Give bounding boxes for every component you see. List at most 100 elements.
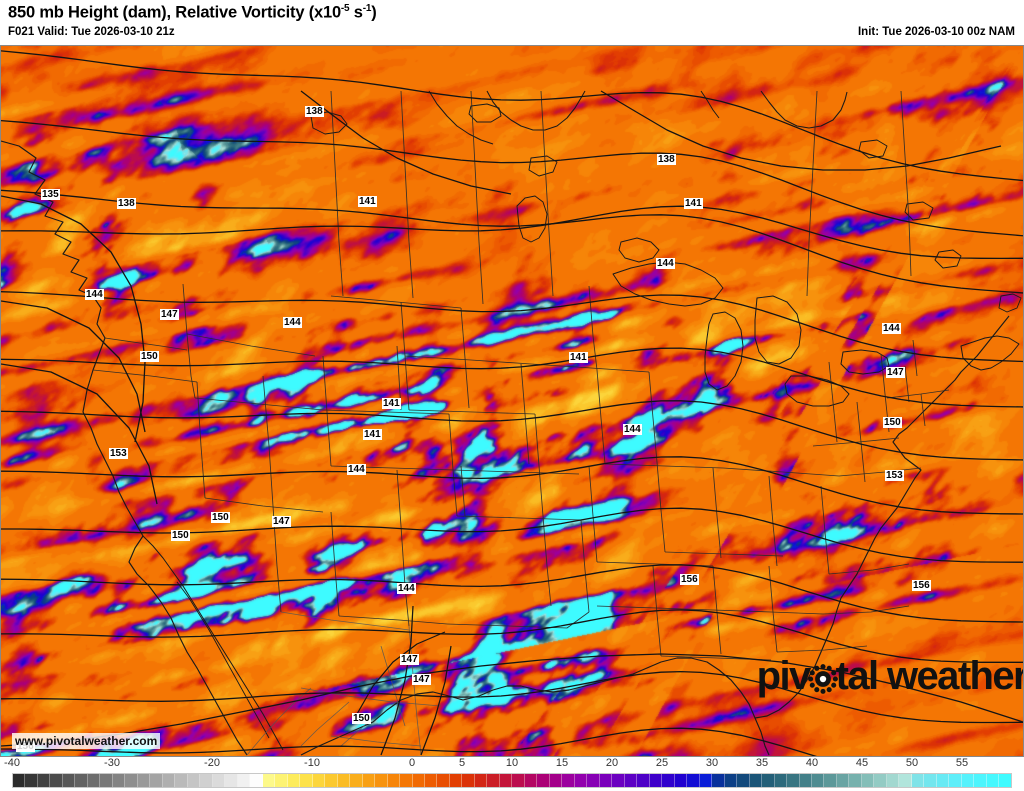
map-line xyxy=(760,90,848,129)
colorbar-swatch xyxy=(50,774,63,787)
map-line xyxy=(904,201,934,221)
map-line xyxy=(784,375,850,407)
colorbar-swatch xyxy=(312,774,326,787)
colorbar-swatch xyxy=(337,774,351,787)
colorbar-swatch xyxy=(724,774,738,787)
colorbar-swatch xyxy=(200,774,213,787)
map-line xyxy=(542,515,552,607)
height-contour-label: 141 xyxy=(684,198,703,209)
map-line xyxy=(600,90,1002,171)
map-line xyxy=(1,195,146,443)
map-line xyxy=(1,119,1023,237)
map-line xyxy=(520,363,530,465)
map-line xyxy=(300,90,512,195)
colorbar-swatches[interactable] xyxy=(12,773,1012,788)
colorbar-swatch xyxy=(112,774,126,787)
height-contour-label: 153 xyxy=(109,448,128,459)
colorbar-swatch xyxy=(375,774,388,787)
colorbar-tick-labels: -40 -30 -20 -10 0 5 10 15 20 25 30 35 40 45 50 55 xyxy=(0,757,1024,772)
map-line xyxy=(912,339,918,377)
map-line xyxy=(246,687,312,756)
colorbar-tick: 55 xyxy=(955,757,969,769)
colorbar-tick: 45 xyxy=(855,757,869,769)
map-line xyxy=(588,465,598,563)
map-line xyxy=(182,283,196,399)
colorbar-tick: -40 xyxy=(4,757,20,769)
map-line xyxy=(1,670,1023,724)
map-line xyxy=(380,645,406,727)
map-line xyxy=(300,657,770,756)
map-line xyxy=(704,311,744,391)
map-line xyxy=(1,140,248,756)
colorbar-swatch xyxy=(237,774,251,787)
colorbar-swatch xyxy=(25,774,38,787)
valid-time-label: F021 Valid: Tue 2026-03-10 21z xyxy=(8,26,175,38)
colorbar-swatch xyxy=(774,774,788,787)
map-line xyxy=(664,551,784,557)
colorbar-swatch xyxy=(961,774,975,787)
colorbar-swatch xyxy=(662,774,675,787)
colorbar-swatch xyxy=(812,774,825,787)
map-line xyxy=(470,90,484,305)
map-line xyxy=(840,349,890,375)
height-contour-label: 141 xyxy=(358,196,377,207)
colorbar-swatch xyxy=(861,774,875,787)
map-line xyxy=(1,205,1023,260)
colorbar-swatch xyxy=(849,774,862,787)
colorbar-swatch xyxy=(212,774,226,787)
map-line xyxy=(322,409,450,415)
map-overlay-svg xyxy=(1,50,1023,756)
map-line xyxy=(856,401,866,483)
map-line xyxy=(486,90,586,131)
map-panel[interactable]: 138 138 135 138 141 141 144 144 147 144 144 150 141 1… xyxy=(0,45,1024,757)
colorbar-swatch xyxy=(787,774,800,787)
colorbar-swatch xyxy=(150,774,163,787)
colorbar-swatch xyxy=(75,774,88,787)
height-contour-label: 147 xyxy=(400,654,419,665)
map-line xyxy=(516,195,548,243)
colorbar-swatch xyxy=(512,774,525,787)
colorbar-tick: 35 xyxy=(755,757,769,769)
pivotal-weather-logo: piv tal weather xyxy=(757,654,1023,698)
map-line xyxy=(1,653,1023,747)
header: 850 mb Height (dam), Relative Vorticity … xyxy=(0,0,1024,45)
map-line xyxy=(858,139,888,159)
colorbar-swatch xyxy=(562,774,575,787)
colorbar-tick: -10 xyxy=(304,757,320,769)
height-contour-label: 147 xyxy=(160,309,179,320)
map-line xyxy=(806,90,818,297)
colorbar-swatch xyxy=(424,774,438,787)
colorbar-swatch xyxy=(549,774,563,787)
map-line xyxy=(1,189,1023,294)
colorbar-swatch xyxy=(275,774,288,787)
colorbar-swatch xyxy=(474,774,488,787)
map-line xyxy=(998,293,1022,313)
map-line xyxy=(204,497,324,513)
map-line xyxy=(380,605,414,756)
map-line xyxy=(652,565,662,657)
map-line xyxy=(1,363,158,505)
colorbar-swatch xyxy=(300,774,313,787)
colorbar-swatch xyxy=(262,774,276,787)
colorbar-swatch xyxy=(462,774,475,787)
website-url-watermark: www.pivotalweather.com xyxy=(12,733,161,749)
map-line xyxy=(300,701,350,747)
height-contour-label: 150 xyxy=(883,417,902,428)
colorbar-swatch xyxy=(100,774,113,787)
map-line xyxy=(754,295,802,365)
map-line xyxy=(1,456,1023,515)
map-line xyxy=(330,511,340,617)
colorbar-swatch xyxy=(799,774,812,787)
map-line xyxy=(330,295,462,309)
init-time-label: Init: Tue 2026-03-10 00z NAM xyxy=(857,26,1015,38)
height-contour-label: 138 xyxy=(657,154,676,165)
colorbar-swatch xyxy=(737,774,750,787)
colorbar-tick: -20 xyxy=(204,757,220,769)
map-line xyxy=(176,581,270,739)
colorbar-tick: 40 xyxy=(805,757,819,769)
colorbar-swatch xyxy=(524,774,538,787)
map-line xyxy=(530,363,650,373)
colorbar-swatch xyxy=(400,774,413,787)
height-contour-label: 147 xyxy=(272,516,291,527)
colorbar-swatch xyxy=(362,774,376,787)
